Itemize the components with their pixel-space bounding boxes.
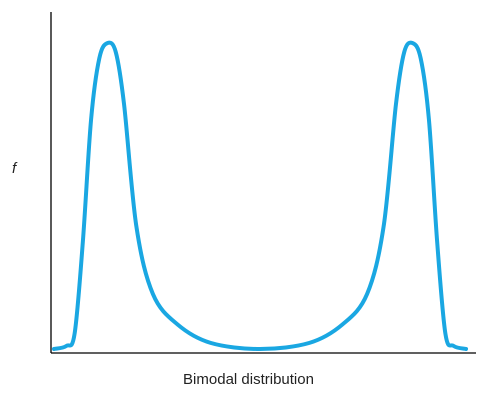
y-axis-label: f [12, 160, 17, 177]
bimodal-curve [52, 40, 468, 351]
x-axis-label: Bimodal distribution [183, 371, 314, 388]
